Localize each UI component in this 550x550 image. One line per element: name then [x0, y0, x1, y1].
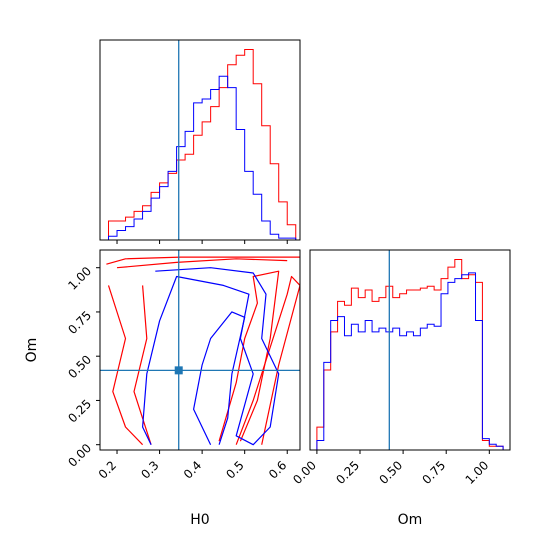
x-axis-label-h0: H0 — [190, 512, 209, 528]
om-y-tick-label: 0.00 — [65, 441, 94, 470]
om-tick-label: 0.00 — [290, 458, 319, 487]
truth-point-marker — [174, 366, 183, 375]
top-panel-frame — [99, 39, 301, 241]
om-y-tick-label: 1.00 — [65, 264, 94, 293]
right-panel-frame — [309, 249, 511, 451]
h0-om-contour-panel: 0.2 0.3 0.4 0.5 0.6 0.00 0.25 0.50 0.75 1.00 — [65, 249, 301, 482]
contour-layer — [106, 256, 300, 446]
h0-tick-label: 0.2 — [96, 458, 119, 481]
contour-red-4 — [218, 270, 280, 442]
om-y-tick-label: 0.75 — [65, 308, 94, 337]
om-hist-red — [316, 259, 504, 450]
y-axis-label-om: Om — [24, 338, 40, 363]
contour-red-1 — [116, 258, 288, 269]
h0-marginal-histogram — [99, 39, 301, 244]
om-tick-label: 0.25 — [333, 458, 362, 487]
om-marginal-histogram: 0.00 0.25 0.50 0.75 1.00 — [290, 249, 511, 487]
contour-red-5 — [235, 275, 300, 445]
contour-red-0 — [106, 256, 300, 265]
om-y-tick-label: 0.50 — [65, 352, 94, 381]
om-tick-label: 0.50 — [376, 458, 405, 487]
h0-tick-label: 0.3 — [138, 458, 161, 481]
om-tick-label: 1.00 — [463, 458, 492, 487]
contour-red-3 — [133, 285, 152, 445]
contour-red-2 — [107, 285, 144, 446]
contour-blue-1 — [193, 311, 246, 445]
h0-tick-label: 0.6 — [266, 458, 289, 481]
om-tick-label: 0.75 — [420, 458, 449, 487]
h0-hist-blue — [108, 75, 297, 240]
x-axis-label-om: Om — [398, 512, 423, 528]
contour-blue-0 — [142, 267, 280, 446]
om-hist-blue — [316, 272, 504, 450]
h0-tick-label: 0.5 — [223, 458, 246, 481]
h0-hist-red — [108, 49, 297, 240]
main-panel-frame — [99, 249, 301, 451]
h0-tick-label: 0.4 — [181, 458, 204, 481]
om-y-tick-label: 0.25 — [65, 397, 94, 426]
